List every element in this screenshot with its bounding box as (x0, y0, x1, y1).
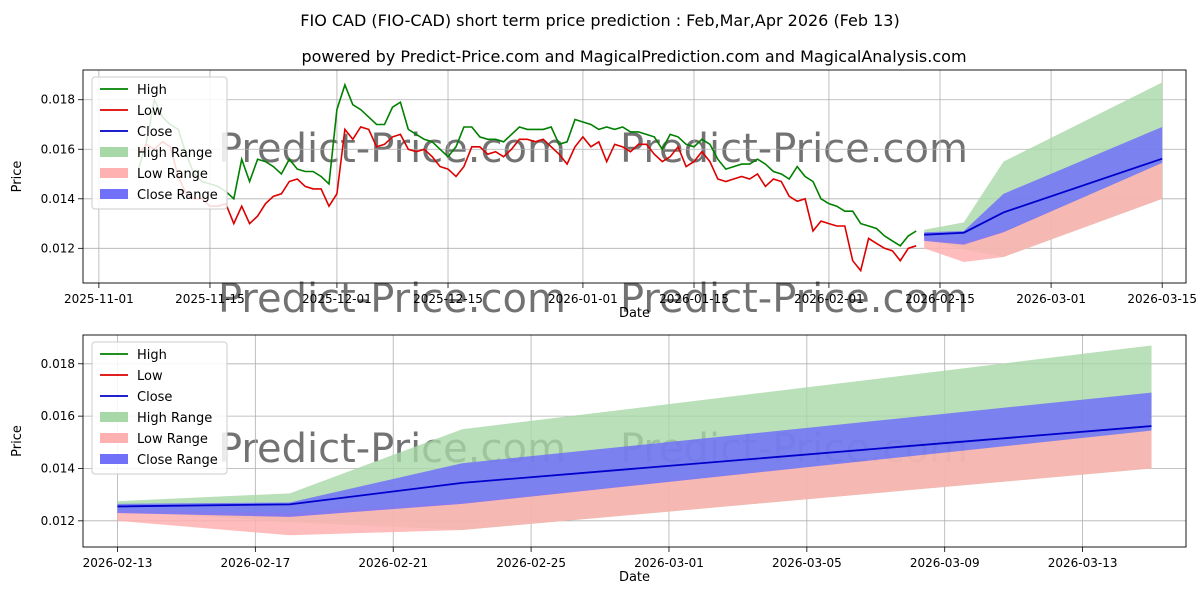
x-tick-label: 2026-02-01 (794, 292, 864, 306)
watermark-text: Predict-Price.com (218, 276, 566, 322)
legend-high-label: High (137, 348, 167, 363)
legend-close-label: Close (137, 390, 172, 405)
y-tick-label: 0.018 (41, 357, 75, 371)
x-tick-label: 2026-03-05 (772, 556, 842, 570)
legend-low-range-label: Low Range (137, 432, 208, 447)
y-tick-label: 0.014 (41, 192, 75, 206)
x-tick-label: 2026-01-01 (548, 292, 618, 306)
legend-high-range-label: High Range (137, 411, 212, 426)
chart-title: FIO CAD (FIO-CAD) short term price predi… (300, 11, 899, 30)
y-tick-label: 0.016 (41, 409, 75, 423)
plot-frame (82, 69, 1187, 284)
legend-close-label: Close (137, 125, 172, 140)
x-tick-label: 2026-02-15 (905, 292, 975, 306)
watermark-text: Predict-Price.com (620, 276, 968, 322)
high-series-line (137, 82, 917, 247)
x-tick-label: 2026-03-13 (1048, 556, 1118, 570)
y-tick-label: 0.018 (41, 93, 75, 107)
legend-close-range-label: Close Range (137, 188, 218, 203)
x-tick-label: 2026-02-21 (358, 556, 428, 570)
legend-high-range-swatch (100, 147, 128, 157)
x-tick-label: 2026-01-15 (659, 292, 729, 306)
plot-frame (82, 334, 1187, 548)
legend-high-label: High (137, 83, 167, 98)
x-tick-label: 2025-12-15 (413, 292, 483, 306)
range-areas (924, 82, 1163, 262)
y-tick-label: 0.012 (41, 241, 75, 255)
legend-low-label: Low (137, 369, 163, 384)
legend-low-label: Low (137, 104, 163, 119)
x-tick-label: 2026-03-01 (634, 556, 704, 570)
x-axis-label: Date (619, 570, 650, 585)
x-tick-label: 2026-02-17 (220, 556, 290, 570)
axes-layer: 2026-02-13 2026-02-17 2026-02-21 2026-02-25… (10, 334, 1187, 585)
y-axis-label: Price (10, 161, 25, 193)
close-range-area (924, 126, 1163, 245)
forecast-plot: Predict-Price.com Predict-Price.com 2026… (10, 334, 1187, 585)
legend-close-range-swatch (100, 454, 128, 464)
legend-low-range-label: Low Range (137, 167, 208, 182)
x-axis-label: Date (619, 306, 650, 321)
y-tick-label: 0.012 (41, 514, 75, 528)
y-tick-label: 0.016 (41, 142, 75, 156)
series-lines (137, 82, 1163, 273)
legend-low-range-swatch (100, 433, 128, 443)
legend: High Low Close High Range Low Range Close Ran… (91, 341, 228, 475)
legend-close-range-swatch (100, 189, 128, 199)
low-series-line (137, 126, 917, 273)
x-tick-label: 2025-11-01 (64, 292, 134, 306)
legend-close-range-label: Close Range (137, 453, 218, 468)
chart-subtitle: powered by Predict-Price.com and Magical… (301, 47, 966, 66)
x-tick-label: 2026-03-01 (1016, 292, 1086, 306)
y-tick-label: 0.014 (41, 461, 75, 475)
axes-layer: 2025-11-01 2025-11-15 2025-12-01 2025-12-15… (10, 69, 1197, 321)
close-series-line (117, 425, 1152, 508)
close-series-line (924, 157, 1163, 236)
x-tick-label: 2026-02-13 (83, 556, 153, 570)
history-plot: Predict-Price.com Predict-Price.com Pred… (10, 69, 1197, 322)
x-tick-label: 2026-03-09 (910, 556, 980, 570)
x-tick-label: 2025-12-01 (302, 292, 372, 306)
close-range-area (117, 392, 1152, 517)
series-lines (117, 425, 1152, 508)
range-areas (117, 345, 1152, 536)
legend-high-range-label: High Range (137, 146, 212, 161)
x-tick-label: 2025-11-15 (175, 292, 245, 306)
legend: High Low Close High Range Low Range Close Ran… (91, 76, 228, 210)
x-tick-label: 2026-02-25 (496, 556, 566, 570)
x-tick-label: 2026-03-15 (1127, 292, 1197, 306)
y-axis-label: Price (10, 425, 25, 457)
legend-low-range-swatch (100, 168, 128, 178)
legend-high-range-swatch (100, 412, 128, 422)
